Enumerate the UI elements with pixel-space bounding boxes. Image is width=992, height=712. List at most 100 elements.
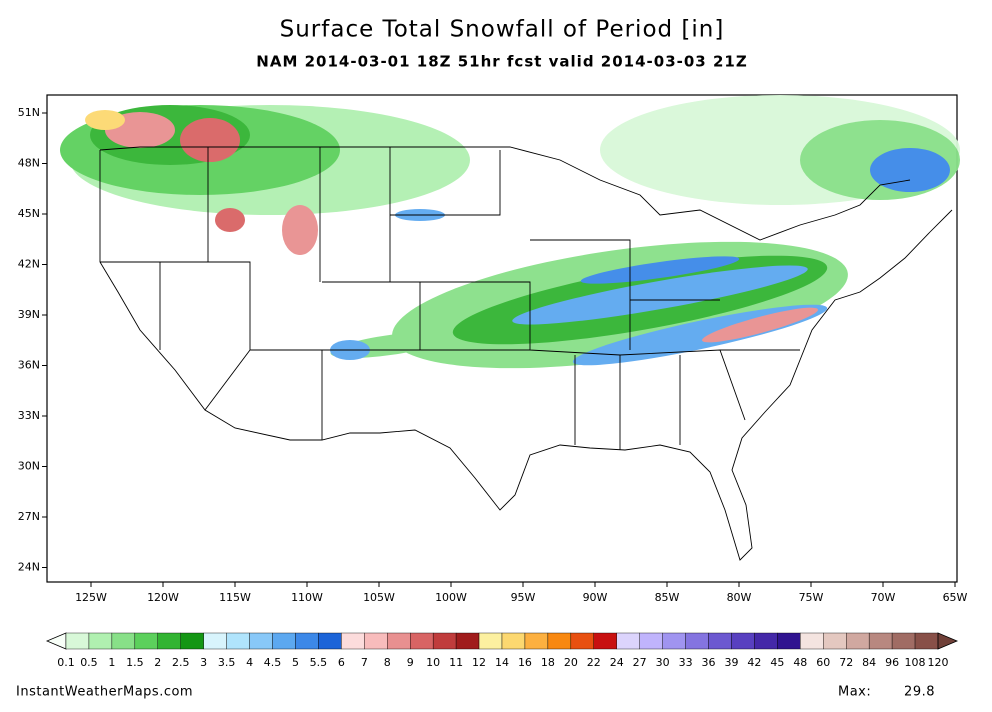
colorbar-label: 30 xyxy=(656,656,670,669)
lat-label: 24N xyxy=(18,561,40,574)
boundaries xyxy=(99,146,953,561)
colorbar-label: 24 xyxy=(610,656,624,669)
colorbar-label: 0.5 xyxy=(80,656,98,669)
colorbar-label: 5 xyxy=(292,656,299,669)
lat-label: 42N xyxy=(18,258,40,271)
colorbar-label: 9 xyxy=(407,656,414,669)
colorbar-swatch xyxy=(731,632,755,650)
colorbar-swatch xyxy=(891,632,916,650)
colorbar-swatch xyxy=(410,632,434,650)
lat-label: 33N xyxy=(18,409,40,422)
lon-label: 90W xyxy=(583,591,608,604)
lat-label: 30N xyxy=(18,460,40,473)
colorbar-swatch xyxy=(868,632,893,650)
colorbar-swatch xyxy=(777,632,801,650)
lat-label: 39N xyxy=(18,308,40,321)
colorbar-swatch xyxy=(570,632,594,650)
colorbar-label: 2.5 xyxy=(172,656,190,669)
colorbar-swatch xyxy=(111,632,136,650)
lon-label: 70W xyxy=(871,591,896,604)
colorbar-label: 42 xyxy=(747,656,761,669)
colorbar-label: 48 xyxy=(793,656,807,669)
colorbar-swatch xyxy=(501,632,526,650)
lon-label: 105W xyxy=(363,591,395,604)
colorbar-label: 16 xyxy=(518,656,532,669)
colorbar-label: 20 xyxy=(564,656,578,669)
colorbar-swatch xyxy=(387,632,411,650)
colorbar-swatch xyxy=(157,632,181,650)
lon-label: 100W xyxy=(435,591,467,604)
lon-label: 125W xyxy=(75,591,107,604)
colorbar-swatch xyxy=(134,632,158,650)
colorbar-label: 45 xyxy=(770,656,784,669)
colorbar-label: 5.5 xyxy=(310,656,328,669)
colorbar-swatch xyxy=(455,632,480,650)
colorbar-swatch xyxy=(432,632,457,650)
colorbar-label: 72 xyxy=(839,656,853,669)
colorbar-label: 84 xyxy=(862,656,876,669)
colorbar-label: 39 xyxy=(724,656,738,669)
colorbar-label: 120 xyxy=(928,656,949,669)
colorbar-swatch xyxy=(846,632,870,650)
colorbar-swatch xyxy=(524,632,549,650)
colorbar: 0.1 0.5 1 1.5 2 2.5 3 3.5 4 4.5 5 5.5 6 7 8 9 10 11 12 14 16… xyxy=(45,632,959,669)
colorbar-label: 96 xyxy=(885,656,899,669)
colorbar-high-arrow xyxy=(937,632,959,650)
colorbar-label: 22 xyxy=(587,656,601,669)
source: InstantWeatherMaps.com xyxy=(16,685,193,700)
colorbar-label: 11 xyxy=(449,656,463,669)
colorbar-label: 108 xyxy=(905,656,926,669)
colorbar-swatch xyxy=(478,632,503,650)
colorbar-label: 3.5 xyxy=(218,656,236,669)
colorbar-label: 33 xyxy=(679,656,693,669)
colorbar-swatch xyxy=(616,632,640,650)
colorbar-swatch xyxy=(639,632,663,650)
colorbar-label: 0.1 xyxy=(57,656,75,669)
colorbar-swatch xyxy=(800,632,824,650)
colorbar-swatch xyxy=(295,632,319,650)
map xyxy=(46,94,960,583)
subtitle: NAM 2014-03-01 18Z 51hr fcst valid 2014-… xyxy=(256,53,747,71)
lon-label: 85W xyxy=(655,591,680,604)
lon-label: 80W xyxy=(727,591,752,604)
colorbar-label: 7 xyxy=(361,656,368,669)
colorbar-label: 18 xyxy=(541,656,555,669)
colorbar-swatch xyxy=(547,632,572,650)
colorbar-label: 4 xyxy=(246,656,253,669)
colorbar-swatch xyxy=(914,632,939,650)
colorbar-low-arrow xyxy=(45,632,67,650)
colorbar-swatch xyxy=(754,632,778,650)
colorbar-label: 36 xyxy=(702,656,716,669)
colorbar-swatch xyxy=(685,632,709,650)
colorbar-swatch xyxy=(203,632,227,650)
lon-label: 95W xyxy=(511,591,536,604)
lon-label: 65W xyxy=(943,591,968,604)
colorbar-label: 2 xyxy=(154,656,161,669)
colorbar-swatch xyxy=(593,632,617,650)
max-label: Max: xyxy=(838,685,871,700)
colorbar-label: 4.5 xyxy=(264,656,282,669)
colorbar-swatch xyxy=(88,632,113,650)
colorbar-swatch xyxy=(272,632,296,650)
colorbar-label: 1.5 xyxy=(126,656,144,669)
colorbar-label: 1 xyxy=(108,656,115,669)
lat-label: 27N xyxy=(18,510,40,523)
colorbar-label: 6 xyxy=(338,656,345,669)
lat-label: 48N xyxy=(18,157,40,170)
colorbar-label: 14 xyxy=(495,656,509,669)
lat-label: 36N xyxy=(18,359,40,372)
lat-label: 51N xyxy=(18,106,40,119)
colorbar-swatch xyxy=(318,632,342,650)
lon-label: 110W xyxy=(291,591,323,604)
colorbar-swatch xyxy=(823,632,847,650)
lon-label: 120W xyxy=(147,591,179,604)
colorbar-swatch xyxy=(341,632,365,650)
title: Surface Total Snowfall of Period [in] xyxy=(280,17,725,43)
colorbar-label: 10 xyxy=(426,656,440,669)
lat-label: 45N xyxy=(18,207,40,220)
colorbar-label: 60 xyxy=(816,656,830,669)
colorbar-swatch xyxy=(249,632,273,650)
lon-label: 75W xyxy=(799,591,824,604)
axes: 51N 48N 45N 42N 39N 36N 33N 30N 27N 24N 125W 120W 11… xyxy=(18,106,968,604)
